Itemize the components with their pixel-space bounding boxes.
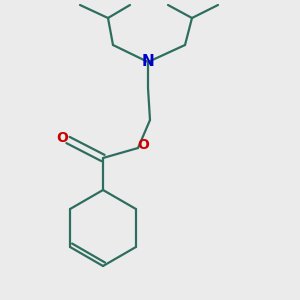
Text: N: N <box>142 55 154 70</box>
Text: O: O <box>56 131 68 145</box>
Text: O: O <box>137 138 149 152</box>
